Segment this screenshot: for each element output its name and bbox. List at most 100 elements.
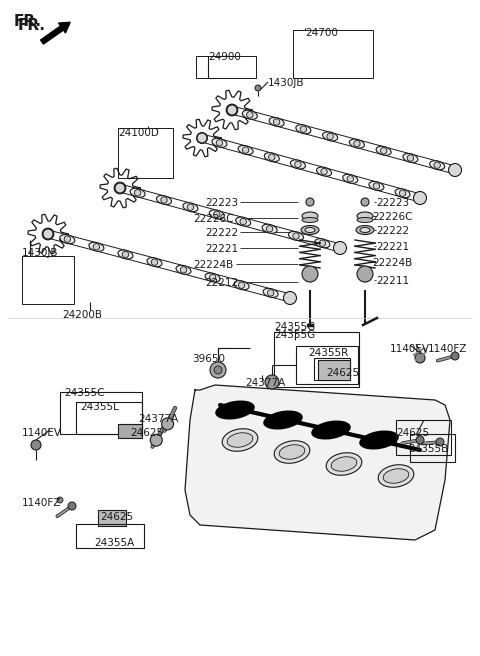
Circle shape: [407, 155, 414, 161]
Ellipse shape: [315, 239, 330, 248]
FancyArrow shape: [41, 22, 70, 44]
Ellipse shape: [227, 433, 253, 447]
Ellipse shape: [274, 441, 310, 463]
Ellipse shape: [343, 174, 358, 183]
Ellipse shape: [269, 117, 284, 127]
Text: 24100D: 24100D: [118, 128, 159, 138]
Circle shape: [416, 436, 424, 444]
Ellipse shape: [395, 189, 410, 197]
Text: 24377A: 24377A: [245, 378, 285, 388]
Text: 24355C: 24355C: [64, 388, 105, 398]
Ellipse shape: [130, 188, 145, 197]
Circle shape: [209, 274, 216, 281]
Text: 24200B: 24200B: [62, 310, 102, 320]
Text: 1140FZ: 1140FZ: [22, 498, 61, 508]
Ellipse shape: [222, 429, 258, 451]
Bar: [76, 402, 142, 434]
Circle shape: [302, 266, 318, 282]
Ellipse shape: [302, 218, 318, 222]
Ellipse shape: [430, 161, 444, 170]
Ellipse shape: [357, 218, 373, 222]
Circle shape: [227, 105, 237, 115]
Ellipse shape: [234, 281, 249, 290]
Ellipse shape: [209, 210, 224, 219]
Ellipse shape: [156, 195, 171, 205]
Circle shape: [255, 85, 261, 91]
Circle shape: [327, 133, 333, 140]
Circle shape: [247, 112, 253, 118]
Circle shape: [306, 198, 314, 206]
Bar: [118, 424, 142, 438]
Ellipse shape: [263, 289, 278, 297]
Circle shape: [114, 182, 126, 194]
Circle shape: [269, 154, 275, 161]
Text: 1430JB: 1430JB: [22, 248, 59, 258]
Circle shape: [413, 192, 427, 205]
Bar: [396, 420, 451, 455]
Ellipse shape: [317, 167, 332, 176]
Bar: [274, 332, 359, 387]
Circle shape: [295, 161, 301, 167]
Text: 1140FZ: 1140FZ: [428, 344, 468, 354]
Text: 24355G: 24355G: [274, 322, 315, 332]
Circle shape: [381, 148, 387, 154]
Ellipse shape: [301, 226, 319, 234]
Circle shape: [68, 502, 76, 510]
Circle shape: [64, 236, 71, 242]
Bar: [118, 128, 173, 178]
Text: 22224B: 22224B: [372, 258, 412, 268]
Circle shape: [180, 266, 187, 273]
Bar: [60, 392, 142, 434]
Text: 1140EV: 1140EV: [22, 428, 62, 438]
Ellipse shape: [349, 139, 364, 148]
Circle shape: [216, 140, 223, 146]
Circle shape: [162, 418, 174, 430]
Ellipse shape: [238, 146, 253, 155]
Circle shape: [361, 198, 369, 206]
Ellipse shape: [89, 242, 104, 251]
Circle shape: [214, 366, 222, 374]
Bar: [293, 30, 373, 78]
Circle shape: [93, 243, 100, 250]
Circle shape: [434, 162, 440, 169]
Circle shape: [57, 497, 63, 503]
Circle shape: [347, 176, 353, 182]
Polygon shape: [185, 385, 450, 540]
Text: 24377A: 24377A: [138, 414, 178, 424]
Text: 22222: 22222: [205, 228, 238, 238]
Circle shape: [321, 169, 327, 174]
Circle shape: [399, 190, 406, 196]
Circle shape: [42, 228, 54, 240]
Circle shape: [436, 438, 444, 446]
Bar: [22, 256, 74, 304]
Ellipse shape: [212, 138, 227, 148]
Ellipse shape: [290, 160, 305, 169]
Circle shape: [266, 226, 273, 232]
Circle shape: [284, 291, 297, 304]
Circle shape: [214, 211, 220, 218]
Circle shape: [150, 434, 162, 446]
Circle shape: [274, 119, 280, 125]
Text: 22222: 22222: [376, 226, 409, 236]
Circle shape: [161, 197, 167, 203]
Circle shape: [300, 126, 307, 133]
Circle shape: [265, 375, 279, 389]
Text: FR.: FR.: [18, 18, 46, 33]
Text: 24355L: 24355L: [80, 402, 119, 412]
Circle shape: [226, 104, 238, 116]
Text: 24700: 24700: [305, 28, 338, 38]
Circle shape: [354, 140, 360, 147]
Ellipse shape: [305, 228, 315, 232]
Text: 39650: 39650: [192, 354, 225, 364]
Circle shape: [43, 229, 53, 239]
Ellipse shape: [183, 203, 198, 212]
Text: 22212: 22212: [205, 278, 238, 288]
Circle shape: [319, 240, 325, 247]
Text: 24355B: 24355B: [408, 444, 448, 454]
Circle shape: [334, 241, 347, 255]
Circle shape: [242, 147, 249, 154]
Ellipse shape: [323, 132, 337, 141]
Bar: [98, 510, 126, 526]
Circle shape: [357, 266, 373, 282]
Ellipse shape: [311, 420, 351, 440]
